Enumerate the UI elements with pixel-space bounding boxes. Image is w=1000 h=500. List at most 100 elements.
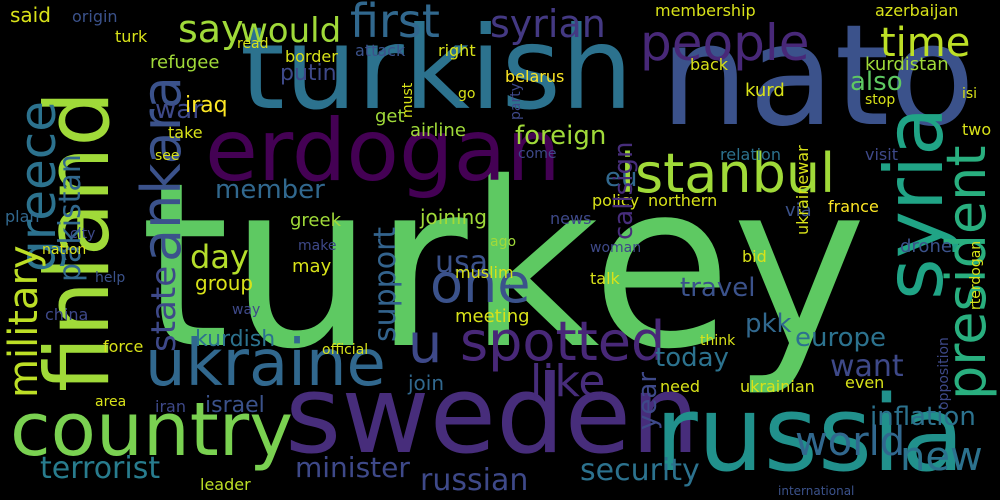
word: ago [490, 234, 516, 250]
word: isi [962, 86, 977, 102]
word: talk [590, 269, 621, 288]
word: think [700, 333, 736, 349]
word: two [962, 120, 991, 139]
word: relation [720, 145, 781, 164]
word: refugee [150, 52, 219, 73]
word: eu [605, 163, 637, 193]
word: finland [26, 91, 129, 392]
word: international [778, 484, 854, 498]
word: right [438, 41, 476, 60]
word: joining [419, 205, 487, 229]
word: come [518, 146, 557, 162]
word: time [880, 20, 970, 66]
word: one [430, 252, 531, 315]
word: even [845, 373, 884, 392]
word: city [70, 226, 95, 242]
word: greek [290, 210, 342, 231]
word: said [10, 3, 51, 27]
word: president [935, 145, 998, 400]
word: nation [42, 242, 86, 258]
word: force [103, 337, 143, 356]
word: drone [900, 236, 952, 257]
word: sweden [285, 353, 700, 478]
word: putin [280, 61, 337, 86]
word: france [828, 197, 879, 216]
word: attack [355, 41, 406, 60]
word: iran [155, 397, 186, 416]
word: nato [660, 0, 975, 158]
word: country [10, 387, 293, 473]
word: azerbaijan [875, 1, 958, 20]
word: terrorist [40, 451, 160, 486]
word: pakistan [53, 154, 88, 282]
word: iraq [185, 93, 228, 118]
word: visit [865, 145, 898, 164]
word: get [375, 106, 405, 127]
word: back [690, 55, 729, 74]
word: ukrainewar [793, 145, 812, 235]
word: group [195, 271, 253, 295]
word: must [400, 82, 416, 118]
word: callsign [609, 142, 639, 240]
word: make [298, 238, 336, 254]
word: security [580, 453, 700, 488]
word: europe [795, 323, 886, 353]
word: syria [868, 107, 961, 300]
word: ankara [130, 76, 193, 262]
word: via [785, 200, 812, 221]
word: member [215, 175, 325, 205]
word: want [830, 349, 904, 384]
word: travel [680, 273, 755, 303]
word: minister [295, 451, 410, 484]
word: meeting [455, 306, 530, 327]
word: go [458, 86, 475, 102]
word: today [655, 343, 729, 373]
word: foreign [515, 121, 606, 151]
word: ukrainian [740, 377, 815, 396]
word: china [45, 305, 88, 324]
word: ukraine [145, 327, 386, 401]
word: first [350, 0, 440, 48]
word: israel [205, 393, 265, 418]
word: state [144, 266, 184, 352]
word: membership [655, 1, 756, 20]
word: inflation [870, 402, 976, 432]
word: war [155, 95, 203, 125]
word: read [237, 36, 269, 52]
word: greece [9, 101, 67, 272]
word: russian [420, 463, 528, 498]
word: help [95, 270, 125, 286]
word: take [168, 123, 203, 142]
word: policy [592, 191, 639, 210]
word: join [407, 371, 444, 395]
word: area [95, 394, 126, 410]
word: opposition [936, 337, 952, 410]
word: rterdogan [968, 241, 984, 310]
word: plan [5, 207, 40, 226]
word: kurdish [195, 327, 275, 352]
word: northern [648, 191, 717, 210]
word: turkey [140, 133, 867, 399]
word: would [240, 11, 341, 51]
word: turkish [240, 2, 633, 135]
word: need [660, 377, 700, 396]
word: like [530, 356, 605, 407]
word: kurdistan [865, 54, 949, 75]
word: border [285, 47, 338, 66]
word: may [292, 256, 332, 277]
word: istanbul [620, 142, 835, 205]
word: bid [742, 247, 767, 266]
word: year [633, 372, 663, 430]
word: people [640, 14, 809, 72]
word: woman [590, 240, 641, 256]
word: see [155, 148, 180, 164]
word: day [190, 238, 249, 276]
word: syrian [490, 2, 606, 46]
word: leader [200, 475, 251, 494]
word: usa [435, 245, 488, 280]
word: spotted [460, 310, 665, 373]
word: erdogan [205, 101, 561, 201]
word: stop [865, 92, 895, 108]
